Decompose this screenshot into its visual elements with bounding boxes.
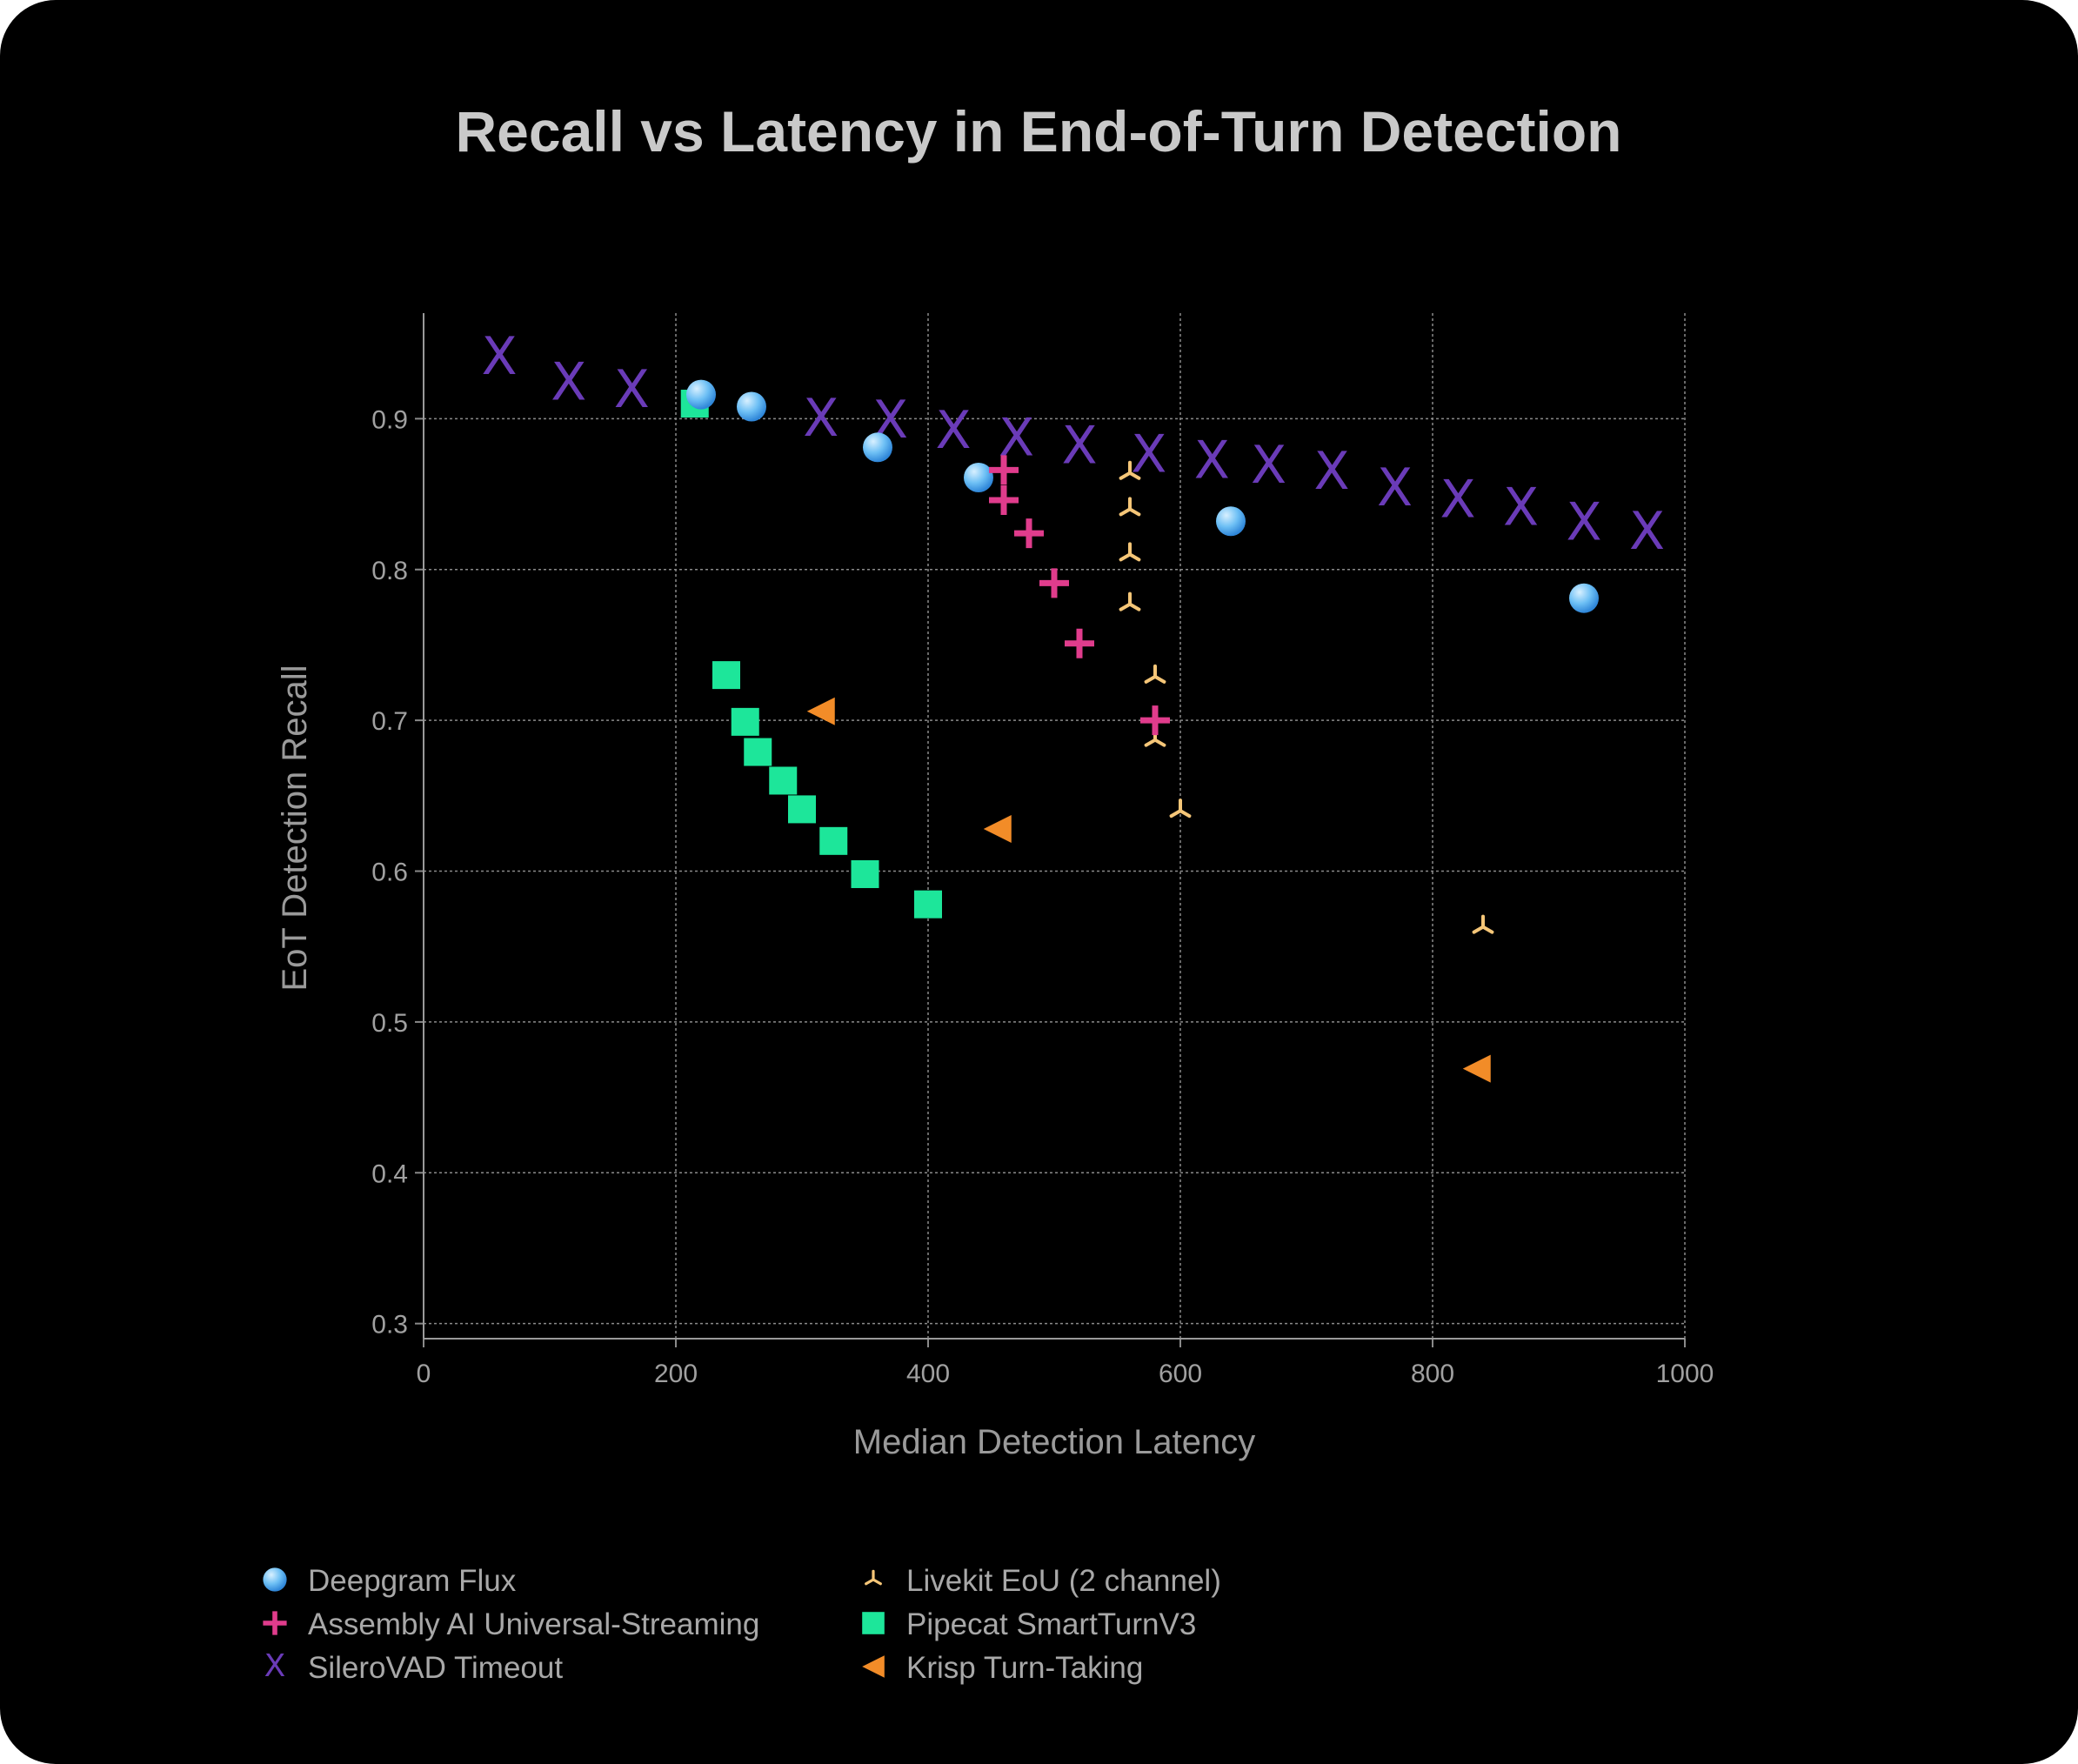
y-tick-label: 0.5 bbox=[371, 1009, 408, 1038]
pipecat-smartturnv3-point bbox=[851, 859, 879, 888]
pipecat-smartturnv3-point bbox=[744, 738, 772, 766]
silerovad-timeout-point: X bbox=[803, 388, 839, 449]
legend-marker-krisp-turn-taking bbox=[862, 1655, 885, 1678]
silerovad-timeout-point: X bbox=[1503, 477, 1539, 538]
legend-marker-assembly-ai-universal-streaming bbox=[263, 1611, 287, 1635]
x-axis-label: Median Detection Latency bbox=[853, 1423, 1256, 1461]
y-tick-label: 0.4 bbox=[371, 1159, 408, 1188]
tick-labels: 0 200 400 600 800 1000 0.3 0.4 0.5 0.6 0.7 0.8 0.9 bbox=[371, 405, 1714, 1388]
krisp-turn-taking-point bbox=[1462, 1054, 1491, 1083]
legend-label-silerovad-timeout: SileroVAD Timeout bbox=[308, 1651, 563, 1685]
silerovad-timeout-point: X bbox=[551, 351, 586, 412]
silerovad-timeout-point: X bbox=[1440, 470, 1475, 531]
y-tick-label: 0.9 bbox=[371, 405, 408, 434]
x-tick-label: 1000 bbox=[1656, 1360, 1714, 1388]
silerovad-timeout-point: X bbox=[1566, 492, 1601, 553]
krisp-turn-taking-point bbox=[983, 814, 1012, 843]
x-tick-label: 800 bbox=[1411, 1360, 1454, 1388]
silerovad-timeout-point: X bbox=[1629, 501, 1665, 562]
silerovad-timeout-point: X bbox=[1131, 424, 1166, 485]
assembly-ai-universal-streaming-point bbox=[1140, 705, 1170, 736]
silerovad-timeout-point: X bbox=[481, 326, 517, 387]
deepgram-flux-point bbox=[964, 462, 993, 492]
pipecat-smartturnv3-point bbox=[731, 707, 759, 736]
y-tick-label: 0.6 bbox=[371, 859, 408, 887]
x-tick-label: 600 bbox=[1159, 1360, 1202, 1388]
livekit-eou-2-channel-point bbox=[1169, 798, 1192, 819]
deepgram-flux-point bbox=[686, 379, 716, 410]
deepgram-flux-point bbox=[863, 432, 892, 463]
deepgram-flux-point bbox=[737, 391, 766, 422]
axes bbox=[415, 313, 1686, 1347]
silerovad-timeout-point: X bbox=[1377, 458, 1413, 518]
pipecat-smartturnv3-point bbox=[769, 766, 798, 795]
y-tick-label: 0.7 bbox=[371, 707, 408, 736]
legend-marker-deepgram-flux bbox=[263, 1567, 287, 1592]
legend-marker-pipecat-smartturnv3 bbox=[862, 1612, 885, 1634]
silerovad-timeout-point: X bbox=[614, 359, 650, 420]
pipecat-smartturnv3-point bbox=[788, 795, 816, 824]
silerovad-timeout-point: X bbox=[935, 400, 971, 461]
grid bbox=[424, 313, 1686, 1339]
silerovad-timeout-point: X bbox=[1061, 415, 1097, 476]
deepgram-flux-point bbox=[1569, 583, 1599, 613]
assembly-ai-universal-streaming-point bbox=[1014, 518, 1044, 549]
x-tick-label: 0 bbox=[417, 1360, 431, 1388]
assembly-ai-universal-streaming-point bbox=[1065, 628, 1094, 658]
y-tick-label: 0.3 bbox=[371, 1311, 408, 1340]
assembly-ai-universal-streaming-point bbox=[989, 484, 1019, 515]
legend-label-krisp-turn-taking: Krisp Turn-Taking bbox=[906, 1651, 1143, 1685]
assembly-ai-universal-streaming-point bbox=[1039, 568, 1069, 598]
legend-marker-livekit-eou-2-channel bbox=[865, 1569, 882, 1586]
legend-label-livekit-eou-2-channel: Livekit EoU (2 channel) bbox=[906, 1564, 1221, 1598]
livekit-eou-2-channel-point bbox=[1472, 914, 1494, 934]
assembly-ai-universal-streaming-point bbox=[989, 455, 1019, 485]
silerovad-timeout-point: X bbox=[1194, 431, 1230, 491]
x-tick-label: 200 bbox=[654, 1360, 698, 1388]
y-tick-label: 0.8 bbox=[371, 557, 408, 585]
legend-marker-silerovad-timeout: X bbox=[264, 1648, 286, 1684]
livekit-eou-2-channel-point bbox=[1144, 664, 1166, 684]
livekit-eou-2-channel-point bbox=[1119, 542, 1141, 562]
livekit-eou-2-channel-point bbox=[1119, 591, 1141, 611]
legend-label-pipecat-smartturnv3: Pipecat SmartTurnV3 bbox=[906, 1607, 1196, 1641]
legend-label-assembly-ai-universal-streaming: Assembly AI Universal-Streaming bbox=[308, 1607, 759, 1641]
livekit-eou-2-channel-point bbox=[1119, 497, 1141, 517]
krisp-turn-taking-point bbox=[806, 697, 835, 725]
x-tick-label: 400 bbox=[906, 1360, 950, 1388]
deepgram-flux-point bbox=[1216, 506, 1246, 537]
pipecat-smartturnv3-point bbox=[819, 826, 848, 855]
silerovad-timeout-point: X bbox=[1251, 435, 1286, 496]
y-axis-label: EoT Detection Recall bbox=[276, 665, 314, 992]
legend-label-deepgram-flux: Deepgram Flux bbox=[308, 1564, 517, 1598]
legend: Deepgram Flux Assembly AI Universal-Strea… bbox=[263, 1564, 1221, 1685]
chart-title: Recall vs Latency in End-of-Turn Detecti… bbox=[456, 99, 1622, 164]
pipecat-smartturnv3-point bbox=[914, 890, 942, 919]
pipecat-smartturnv3-point bbox=[712, 661, 740, 690]
silerovad-timeout-point: X bbox=[1313, 441, 1349, 502]
livekit-eou-2-channel-point bbox=[1119, 460, 1141, 480]
